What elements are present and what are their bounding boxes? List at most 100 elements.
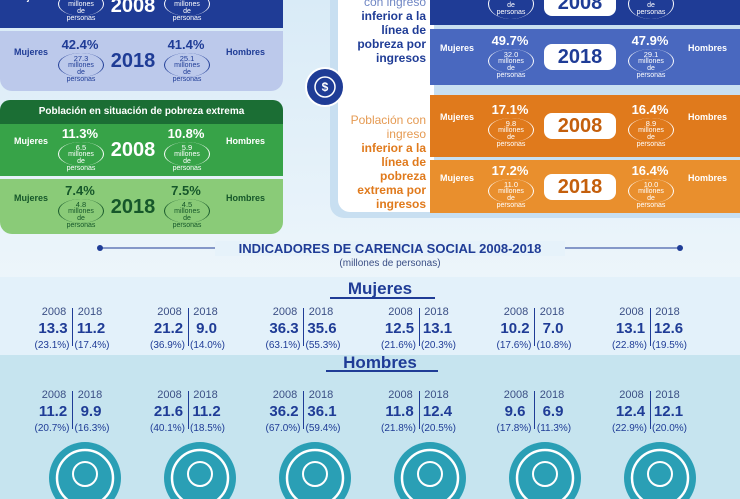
separator [418,391,420,429]
unit: millones de personas [636,0,666,16]
unit: millones de personas [636,187,666,209]
unit: millones de personas [496,187,526,209]
count-box: 6.5 millones de personas [58,142,104,172]
value-2018: 12.4 [422,403,453,420]
count: 32.0 [503,50,519,59]
pct-2018: (18.5%) [189,423,225,434]
separator [187,391,189,429]
value-2018: 11.2 [76,320,106,337]
women-band [0,277,740,355]
men-pct: 47.9% [631,33,669,48]
value-2008: 11.2 [38,403,68,420]
unit: millones de personas [172,62,202,83]
men-label: Hombres [688,43,728,53]
year-label: 2018 [308,306,334,318]
separator [72,391,73,429]
pct-2018: (19.5%) [651,340,687,351]
year: 2008 [110,0,156,17]
separator [534,308,535,346]
women-pct: 17.1% [491,102,529,117]
count-box: 5.9 millones de personas [164,142,210,172]
indicators-title: INDICADORES DE CARENCIA SOCIAL 2008-2018 [215,241,565,256]
caption-bold: inferior a la línea de pobreza extrema p… [357,141,426,211]
count: 27.3 [73,54,89,63]
count-box: 9.8 millones de personas [488,118,534,148]
year-label: 2008 [157,306,182,318]
count-box: 32.0 millones de personas [488,49,534,79]
men-label: Hombres [688,172,728,183]
pct-2018: (10.8%) [536,340,572,351]
year-label: 2018 [193,306,218,318]
year-label: 2018 [193,389,218,401]
unit: millones de personas [172,151,202,172]
year-label: 2008 [41,389,67,401]
year-label: 2018 [655,306,680,318]
year: 2008 [544,0,616,16]
value-2018: 9.0 [196,320,217,337]
value-2008: 12.5 [384,320,415,337]
unit: millones de personas [66,151,96,172]
count-box: 8.9 millones de personas [628,118,674,148]
value-2018: 9.9 [80,403,102,420]
pct-2008: (22.9%) [611,423,647,434]
year: 2008 [110,139,156,161]
separator [649,308,651,346]
count: 25.7 [59,0,103,1]
women-label: Mujeres [14,136,49,146]
caption-light: Población con ingreso [350,113,426,141]
year: 2008 [544,113,616,139]
pct-2018: (16.3%) [74,423,110,434]
unit: millones de personas [172,1,202,22]
pct-2008: (21.6%) [380,340,416,351]
men-label: Hombres [226,0,265,2]
separator [534,391,535,429]
value-2008: 13.1 [615,320,646,337]
value-2018: 6.9 [542,403,564,420]
value-2018: 12.6 [653,320,684,337]
value-2008: 21.6 [153,403,184,420]
pct-2018: (20.5%) [420,423,456,434]
men-pct: 16.4% [631,162,669,178]
count-box: 4.5 millones de personas [164,198,210,229]
value-2008: 36.2 [269,403,299,420]
year-label: 2008 [388,389,413,401]
pct-2008: (17.6%) [496,340,532,351]
men-band [0,355,740,499]
count: 23.8 [165,0,209,1]
caption: Población con ingreso inferior a la línea… [340,113,426,211]
pct-2008: (20.7%) [34,423,70,434]
pct-2008: (17.8%) [496,423,532,434]
count-box: 11.0 millones de personas [488,178,534,209]
pct-2018: (17.4%) [74,340,110,351]
count: 6.5 [75,143,87,152]
panel-row: Mujeres Hombres 42.4% 41.4% 27.3 millones de … [0,31,283,91]
year-label: 2008 [272,389,298,401]
count: 10.0 [643,179,659,189]
count: 11.0 [503,179,519,189]
pct-2018: (55.3%) [305,340,341,351]
count: 9.8 [505,119,517,128]
women-pct: 42.4% [61,37,99,52]
caption-bg [338,0,434,212]
year-label: 2008 [157,389,182,401]
separator [187,308,189,346]
pct-2008: (40.1%) [149,423,185,434]
women-label: Mujeres [14,47,49,57]
pct-2008: (36.9%) [149,340,185,351]
men-pct: 16.4% [631,102,669,117]
pct-2008: (22.8%) [611,340,647,351]
count: 25.1 [179,54,195,63]
section-heading: Mujeres [347,279,413,298]
unit: millones de personas [172,207,202,229]
year-label: 2018 [539,389,565,401]
men-label: Hombres [226,192,266,203]
caption-light: con ingreso [363,0,426,9]
year-label: 2008 [388,306,413,318]
year-label: 2008 [41,306,67,318]
year-label: 2018 [424,306,449,318]
extreme-title: Población en situación de pobreza extrem… [0,100,283,124]
year-label: 2018 [77,389,103,401]
women-label: Mujeres [440,112,475,122]
unit: millones de personas [66,207,96,229]
